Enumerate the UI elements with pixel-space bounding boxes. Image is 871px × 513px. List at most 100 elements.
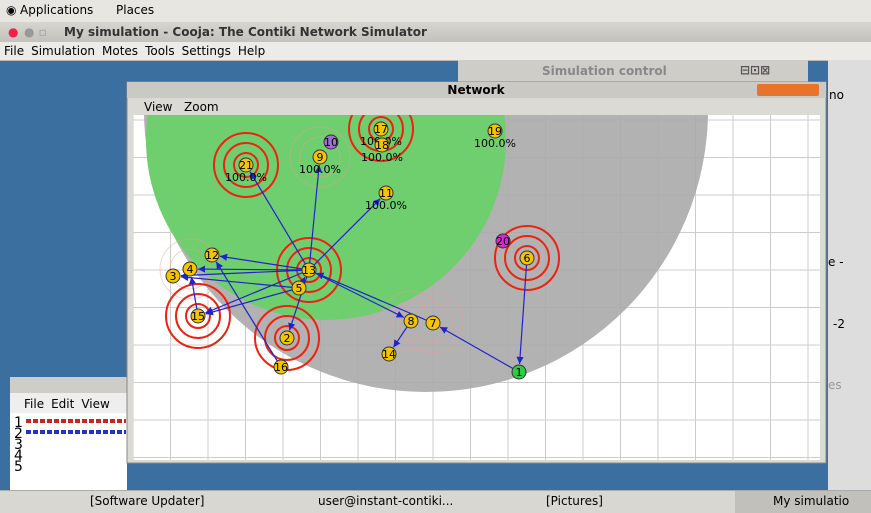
menu[interactable]: Applications [20, 3, 94, 17]
mote [374, 137, 390, 153]
ring [233, 152, 259, 178]
mote-label: 8 [408, 315, 415, 328]
menu[interactable]: View [144, 100, 173, 114]
mote [204, 247, 220, 263]
ring [514, 245, 540, 271]
ring [175, 293, 221, 339]
mote-label: 14 [382, 348, 396, 361]
mote [182, 261, 198, 277]
close-btn[interactable]: ● [8, 25, 19, 39]
mote [323, 134, 339, 150]
mote [425, 315, 441, 331]
window-title: Simulation control [542, 64, 667, 78]
mote [279, 330, 295, 346]
ring [494, 225, 560, 291]
faint-ring [402, 292, 464, 354]
menu[interactable]: Tools [145, 44, 175, 58]
mote [403, 313, 419, 329]
menu[interactable]: Edit [51, 397, 75, 411]
window-title-bar: ● ● ▫ My simulation - Cooja: The Contiki… [0, 22, 871, 42]
mote-label: 1 [516, 366, 523, 379]
ring [185, 303, 211, 329]
mote-rate: 100.0% [365, 199, 407, 212]
title-bar [10, 377, 127, 393]
window-title: My simulation - Cooja: The Contiki Netwo… [64, 25, 427, 39]
mote-label: 19 [488, 125, 502, 138]
row-label: 5 [14, 459, 23, 475]
fragment: e - [828, 255, 844, 269]
range-circle [146, 115, 506, 320]
link [308, 198, 381, 271]
window-buttons[interactable]: ⊟⊡⊠ [740, 63, 771, 77]
apps-icon: ◉ [6, 3, 17, 17]
mote-rate: 100.0% [361, 151, 403, 164]
menu[interactable]: Zoom [184, 100, 219, 114]
mote [301, 262, 317, 278]
mote-label: 10 [324, 136, 338, 149]
link [308, 269, 405, 318]
mote-label: 13 [302, 264, 316, 277]
link [180, 269, 310, 279]
row-label: 3 [14, 437, 23, 453]
side-windows: no e - -2 es [828, 60, 871, 490]
link [308, 164, 323, 271]
mote-label: 11 [379, 187, 393, 200]
mote-label: 4 [187, 263, 194, 276]
link [288, 269, 310, 331]
row-label: 4 [14, 448, 23, 464]
menu[interactable]: View [81, 397, 110, 411]
mote-label: 5 [296, 282, 303, 295]
window-buttons[interactable] [757, 84, 819, 96]
menu[interactable]: Motes [102, 44, 139, 58]
min-btn[interactable]: ● ▫ [24, 25, 47, 39]
mote-label: 18 [375, 139, 389, 152]
ring [223, 142, 269, 188]
title-bar [127, 82, 826, 98]
task[interactable]: [Software Updater] [90, 494, 205, 508]
mote-rate: 100.0% [225, 171, 267, 184]
link [439, 326, 520, 373]
menubar: File Simulation Motes Tools Settings Help [0, 42, 871, 61]
mote-label: 21 [239, 159, 253, 172]
mote [378, 185, 394, 201]
mote [291, 280, 307, 296]
menu[interactable]: Places [116, 3, 155, 17]
faint-ring [380, 290, 442, 352]
faint-ring [299, 136, 341, 178]
menu[interactable]: Help [237, 44, 266, 58]
mote-rate: 100.0% [474, 137, 516, 150]
mote [312, 149, 328, 165]
mote [495, 233, 511, 249]
link [219, 253, 310, 271]
taskbar: [Software Updater] user@instant-contiki.… [0, 490, 871, 513]
mote-label: 6 [524, 252, 531, 265]
ring [165, 283, 231, 349]
fragment: es [828, 378, 842, 392]
menu[interactable]: Simulation [31, 44, 96, 58]
menu[interactable]: File [24, 397, 45, 411]
mote [238, 157, 254, 173]
mote-label: 16 [274, 361, 288, 374]
row-label: 2 [14, 426, 23, 442]
menu[interactable]: Settings [181, 44, 231, 58]
mote-label: 15 [191, 310, 205, 323]
menu[interactable]: File [4, 44, 25, 58]
ring [504, 235, 550, 281]
mote [273, 359, 289, 375]
fragment: no [829, 88, 844, 102]
link [205, 287, 300, 316]
ring [348, 115, 414, 162]
mote-label: 7 [430, 317, 437, 330]
mote-label: 2 [284, 332, 291, 345]
activity-bar [26, 430, 126, 434]
task-active[interactable]: My simulatio [735, 491, 871, 513]
task[interactable]: [Pictures] [546, 494, 603, 508]
mote [190, 308, 206, 324]
task[interactable]: user@instant-contiki... [318, 494, 454, 508]
fragment: -2 [833, 317, 845, 331]
menu-items: File Simulation Motes Tools Settings Help [4, 44, 272, 58]
mote-label: 12 [205, 249, 219, 262]
network-canvas: 123456789100.0%1011100.0%121314151617100… [133, 115, 820, 460]
